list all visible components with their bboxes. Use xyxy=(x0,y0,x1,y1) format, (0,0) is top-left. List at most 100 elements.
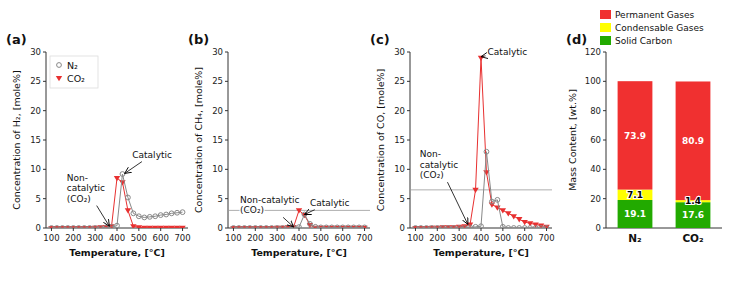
series-point xyxy=(163,226,169,228)
series-point xyxy=(131,211,136,216)
x-axis-label: Temperature, [°C] xyxy=(69,247,165,258)
series-point xyxy=(346,225,351,228)
annotation-text: Non-catalytic(CO₂) xyxy=(420,149,458,180)
y-tick-label: 20 xyxy=(212,106,223,116)
annotation-arrow xyxy=(283,217,293,227)
series-point xyxy=(357,225,362,228)
legend-box xyxy=(50,56,98,88)
series-point xyxy=(351,225,356,228)
x-tick xyxy=(342,228,343,231)
legend: Permanent GasesCondensable GasesSolid Ca… xyxy=(600,10,704,46)
y-tick-label: 0 xyxy=(596,223,601,233)
legend-symbol xyxy=(56,76,62,81)
x-tick-label: 500 xyxy=(495,233,511,243)
y-tick xyxy=(225,198,228,199)
x-tick-label: CO₂ xyxy=(682,232,704,244)
series-point xyxy=(109,224,114,228)
series-line xyxy=(51,174,182,228)
series-point xyxy=(308,221,313,226)
x-tick xyxy=(459,228,460,231)
y-axis-label: Concentration of CO, [mole%] xyxy=(375,69,386,212)
x-tick-label: 100 xyxy=(225,233,241,243)
y-tick xyxy=(225,110,228,111)
data-label: 80.9 xyxy=(682,136,704,146)
series-point xyxy=(517,226,522,228)
series-point xyxy=(60,226,65,228)
x-tick xyxy=(73,228,74,231)
series-point xyxy=(120,172,125,177)
series-point xyxy=(544,226,549,228)
series-point xyxy=(500,208,506,213)
y-tick-label: 5 xyxy=(218,194,223,204)
legend-label: N₂ xyxy=(67,60,78,71)
y-tick-label: 15 xyxy=(30,135,41,145)
series-point xyxy=(115,223,120,228)
annotation-arrow xyxy=(481,55,486,57)
series-point xyxy=(71,226,76,228)
y-tick-label: 15 xyxy=(394,135,405,145)
y-tick-label: 5 xyxy=(36,194,41,204)
series-point xyxy=(258,226,263,228)
series-point xyxy=(533,226,538,228)
x-tick-label: 600 xyxy=(153,233,169,243)
y-tick xyxy=(43,81,46,82)
plot-area xyxy=(618,81,711,228)
data-label: 17.6 xyxy=(682,210,704,220)
y-tick xyxy=(225,81,228,82)
series-point xyxy=(174,226,180,228)
y-tick-label: 0 xyxy=(36,223,41,233)
series-point xyxy=(126,195,131,200)
series-point xyxy=(505,211,511,216)
series-point xyxy=(147,226,153,228)
series-point xyxy=(98,226,103,228)
series-point xyxy=(318,225,323,228)
legend-label: Condensable Gases xyxy=(615,23,704,33)
x-tick xyxy=(320,228,321,231)
series-point xyxy=(490,199,495,204)
panel-label: (d) xyxy=(566,32,587,47)
series-point xyxy=(473,224,478,228)
legend-label: CO₂ xyxy=(67,73,85,84)
series-point xyxy=(82,226,87,228)
y-tick xyxy=(407,198,410,199)
y-tick-label: 10 xyxy=(394,164,405,174)
series-point xyxy=(247,226,252,228)
series-point xyxy=(153,214,158,219)
y-tick-label: 25 xyxy=(394,76,405,86)
series-point xyxy=(76,226,81,228)
panel: 020406080100120Mass Content, [wt.%](d)N₂… xyxy=(566,10,722,244)
annotation-text: Non-catalytic(CO₂) xyxy=(67,173,105,204)
series-point xyxy=(297,225,302,228)
annotation-line: catalytic xyxy=(67,183,105,193)
x-tick-label: 600 xyxy=(517,233,533,243)
series-point xyxy=(462,226,467,228)
panel: 100200300400500600700051015202530Concent… xyxy=(6,32,191,258)
series-point xyxy=(169,211,174,216)
series-point xyxy=(296,208,302,213)
reference-line xyxy=(410,189,552,190)
series-point xyxy=(362,225,367,228)
series-point xyxy=(340,225,345,228)
series-point xyxy=(158,213,163,218)
series-point xyxy=(446,226,451,228)
y-tick xyxy=(43,52,46,53)
x-tick xyxy=(364,228,365,231)
data-label: 1.4 xyxy=(685,196,701,206)
y-axis-label: Concentration of H₂, [mole%] xyxy=(11,70,22,209)
data-labels: 19.117.67.11.473.980.9 xyxy=(624,131,704,221)
legend-swatch xyxy=(600,36,611,45)
x-tick-label: 300 xyxy=(269,233,285,243)
series-point xyxy=(435,226,440,228)
x-tick xyxy=(277,228,278,231)
y-tick-label: 0 xyxy=(218,223,223,233)
x-tick-label: 300 xyxy=(87,233,103,243)
y-tick xyxy=(43,198,46,199)
annotation-line: Non- xyxy=(420,149,441,159)
y-tick-label: 100 xyxy=(585,76,601,86)
panel: 100200300400500600700051015202530Concent… xyxy=(188,32,373,258)
series-point xyxy=(511,214,517,219)
series-point xyxy=(461,224,467,228)
x-tick xyxy=(182,228,183,231)
series-point xyxy=(49,226,54,228)
y-tick-label: 10 xyxy=(30,164,41,174)
